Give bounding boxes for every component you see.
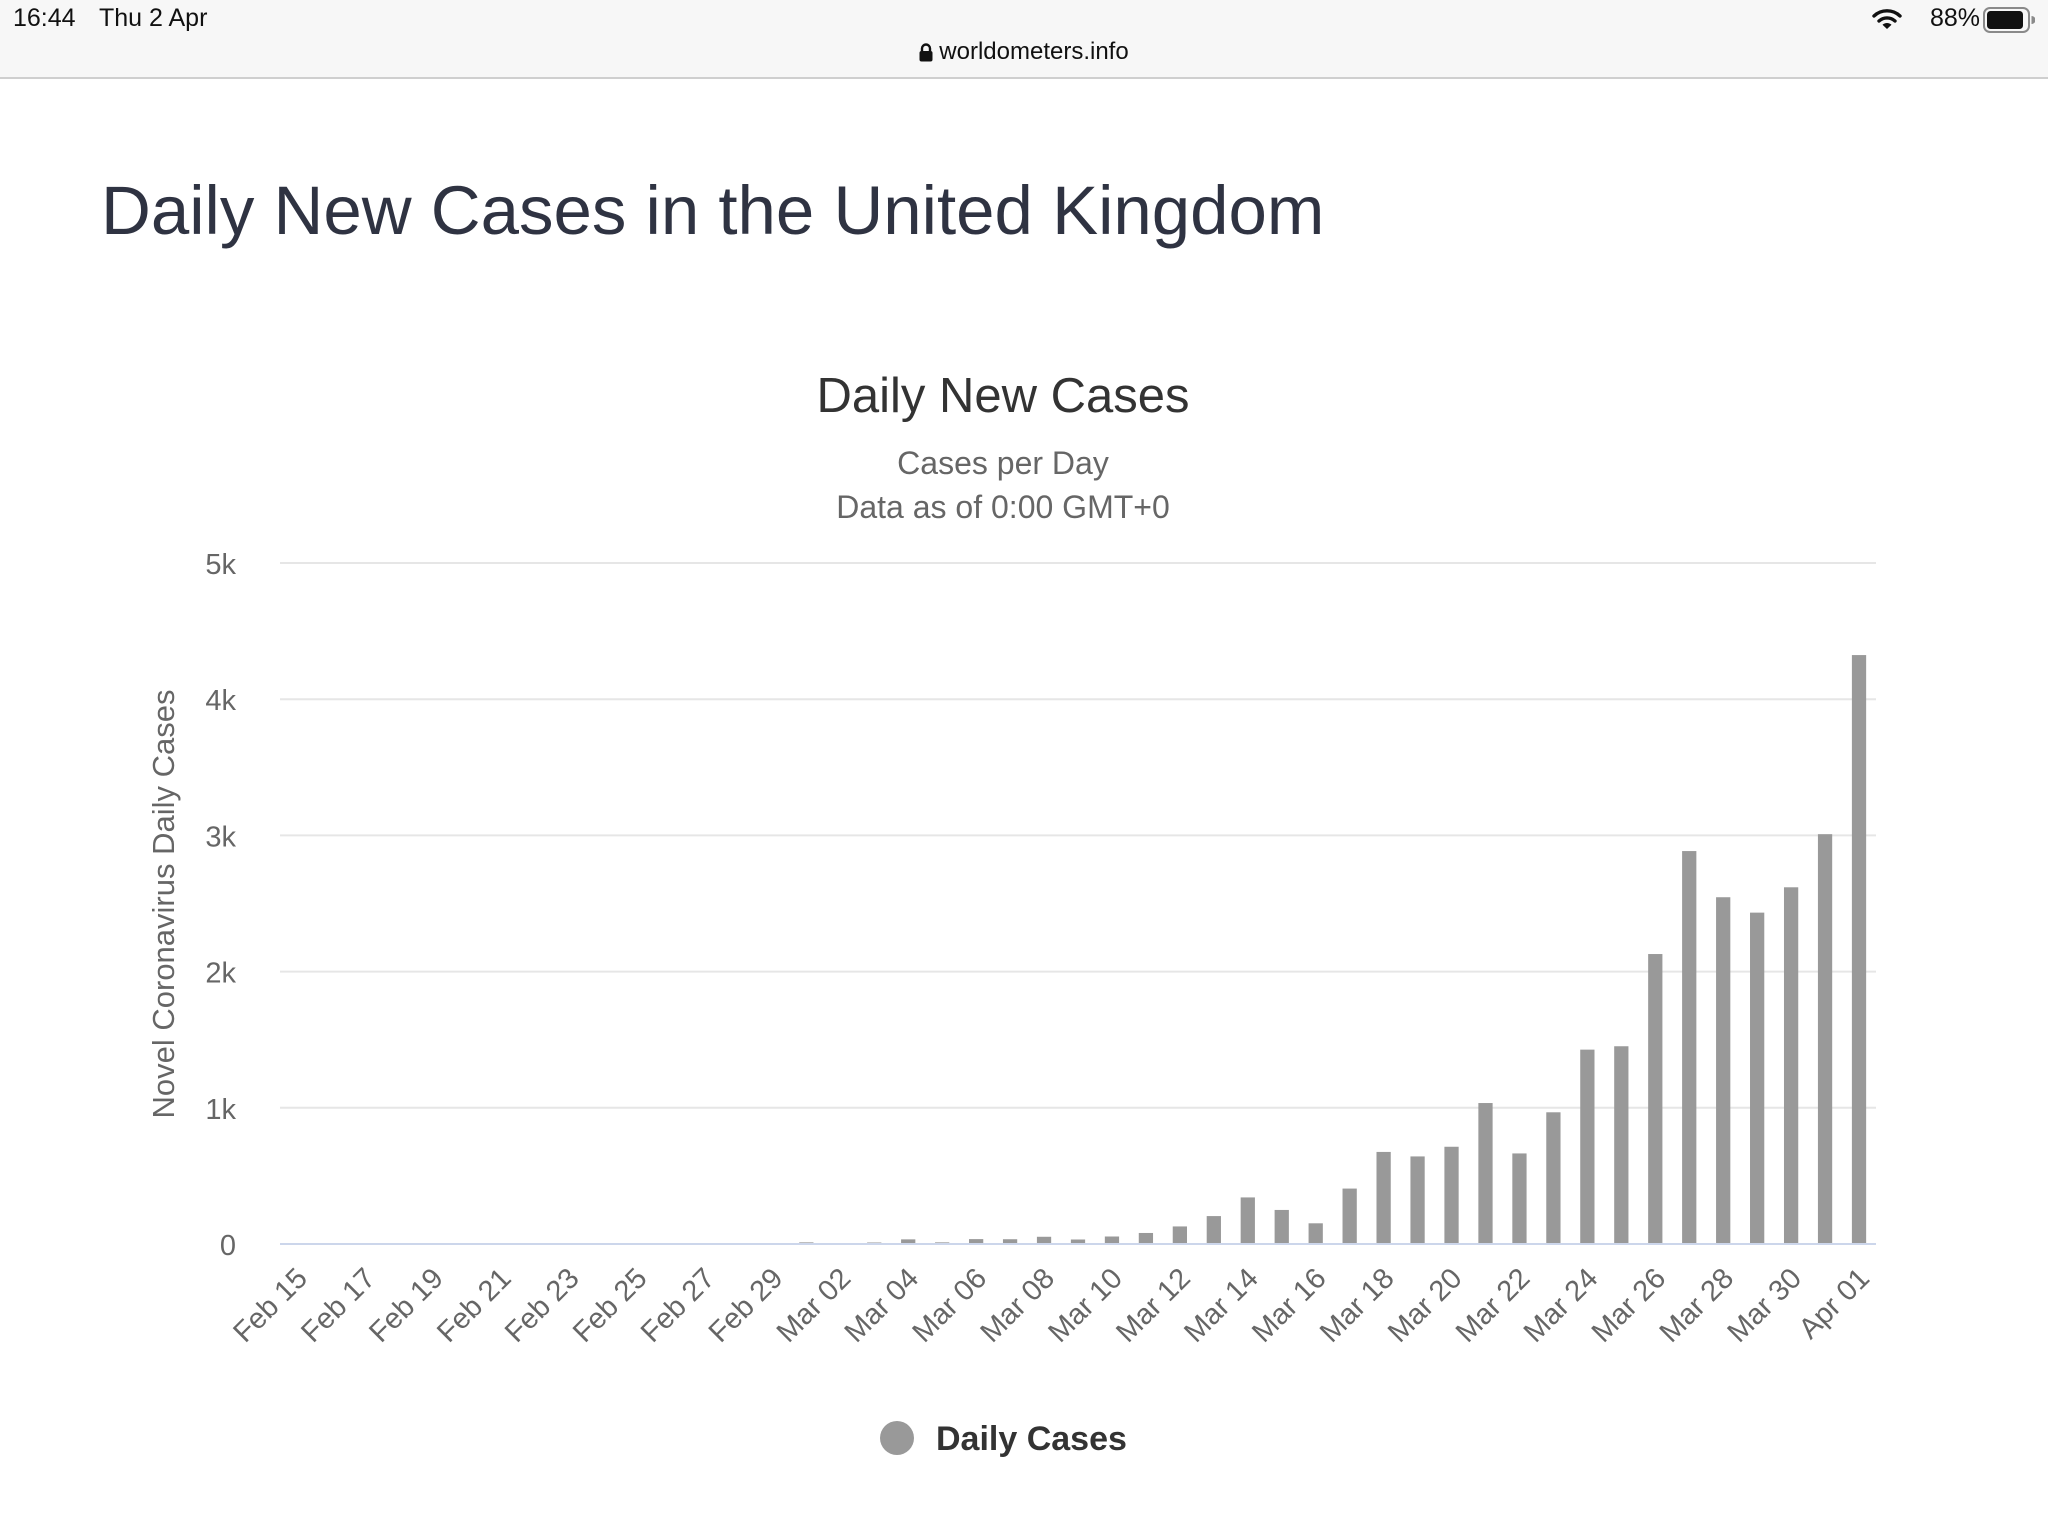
bar-mar-26[interactable] (1648, 954, 1663, 1244)
page-title: Daily New Cases in the United Kingdom (101, 172, 1325, 249)
bar-mar-30[interactable] (1783, 887, 1799, 1244)
x-tick-label: Feb 21 (431, 1262, 517, 1348)
status-date: Thu 2 Apr (99, 4, 208, 32)
bar-mar-20[interactable] (1444, 1146, 1459, 1244)
bar-mar-16[interactable] (1308, 1223, 1323, 1244)
x-tick-label: Feb 19 (363, 1262, 449, 1348)
bar-mar-06[interactable] (969, 1239, 984, 1244)
bars (731, 655, 1867, 1244)
bar-mar-17[interactable] (1342, 1188, 1357, 1244)
lock-icon (919, 41, 933, 69)
bar-mar-27[interactable] (1682, 851, 1697, 1244)
bar-mar-09[interactable] (1070, 1239, 1086, 1244)
bar-mar-12[interactable] (1172, 1226, 1187, 1244)
status-bar: 16:44 Thu 2 Apr worldometers.info 88% (0, 0, 2048, 79)
bar-mar-13[interactable] (1206, 1216, 1221, 1244)
legend[interactable]: Daily Cases (880, 1420, 1127, 1458)
wifi-icon (1872, 8, 1902, 35)
x-tick-label: Mar 30 (1722, 1262, 1808, 1348)
x-tick-label: Mar 22 (1450, 1262, 1536, 1348)
x-tick-label: Feb 17 (295, 1262, 381, 1348)
bar-mar-22[interactable] (1512, 1153, 1527, 1244)
x-tick-label: Feb 29 (703, 1262, 789, 1348)
bar-mar-11[interactable] (1138, 1232, 1154, 1244)
bar-mar-14[interactable] (1240, 1197, 1255, 1244)
x-tick-label: Feb 23 (499, 1262, 585, 1348)
battery-icon (1983, 7, 2036, 38)
x-tick-label: Mar 14 (1178, 1262, 1264, 1348)
x-tick-label: Mar 28 (1654, 1262, 1740, 1348)
bar-mar-24[interactable] (1580, 1049, 1595, 1244)
x-tick-label: Mar 02 (771, 1262, 857, 1348)
bar-mar-29[interactable] (1750, 912, 1765, 1244)
y-tick-label: 4k (205, 685, 236, 717)
bar-mar-08[interactable] (1036, 1236, 1052, 1244)
legend-symbol (880, 1421, 914, 1455)
y-tick-label: 0 (220, 1230, 236, 1262)
x-tick-label: Mar 18 (1314, 1262, 1400, 1348)
x-tick-label: Apr 01 (1793, 1262, 1876, 1345)
y-tick-label: 1k (205, 1094, 236, 1126)
bar-mar-10[interactable] (1104, 1236, 1120, 1244)
y-axis-title: Novel Coronavirus Daily Cases (146, 690, 181, 1119)
bar-mar-25[interactable] (1614, 1046, 1629, 1244)
x-tick-label: Mar 04 (839, 1262, 925, 1348)
bar-mar-31[interactable] (1817, 834, 1833, 1244)
bar-mar-28[interactable] (1716, 897, 1731, 1244)
bar-apr-01[interactable] (1851, 655, 1867, 1244)
bar-mar-04[interactable] (901, 1239, 916, 1244)
bar-mar-19[interactable] (1410, 1156, 1425, 1244)
url-text: worldometers.info (939, 38, 1129, 65)
legend-label-daily-cases[interactable]: Daily Cases (936, 1420, 1127, 1458)
x-tick-label: Feb 25 (567, 1262, 653, 1348)
x-tick-label: Feb 27 (635, 1262, 721, 1348)
y-tick-label: 2k (205, 958, 236, 990)
status-time: 16:44 (13, 4, 76, 32)
x-tick-label: Mar 06 (907, 1262, 993, 1348)
chart-title: Daily New Cases (816, 369, 1189, 423)
address-bar[interactable]: worldometers.info (0, 38, 2048, 69)
grid-lines (280, 562, 1876, 1109)
x-tick-label: Mar 24 (1518, 1262, 1604, 1348)
bar-mar-18[interactable] (1376, 1151, 1391, 1244)
x-tick-label: Feb 15 (227, 1262, 313, 1348)
bar-mar-21[interactable] (1478, 1103, 1493, 1244)
x-tick-label: Mar 12 (1110, 1262, 1196, 1348)
x-tick-label: Mar 16 (1246, 1262, 1332, 1348)
y-tick-label: 3k (205, 821, 236, 853)
y-axis-ticks: 0 1k 2k 3k 4k 5k (205, 549, 236, 1262)
x-tick-label: Mar 26 (1586, 1262, 1672, 1348)
x-tick-label: Mar 20 (1382, 1262, 1468, 1348)
chart-subtitle-line-1: Cases per Day (897, 445, 1109, 481)
bar-mar-07[interactable] (1002, 1239, 1018, 1244)
x-tick-label: Mar 10 (1042, 1262, 1128, 1348)
bar-mar-15[interactable] (1274, 1209, 1289, 1244)
x-tick-label: Mar 08 (975, 1262, 1061, 1348)
bar-mar-23[interactable] (1546, 1112, 1561, 1244)
chart-subtitle-line-2: Data as of 0:00 GMT+0 (836, 489, 1170, 525)
y-tick-label: 5k (205, 549, 236, 581)
battery-percent: 88% (1929, 4, 1980, 32)
